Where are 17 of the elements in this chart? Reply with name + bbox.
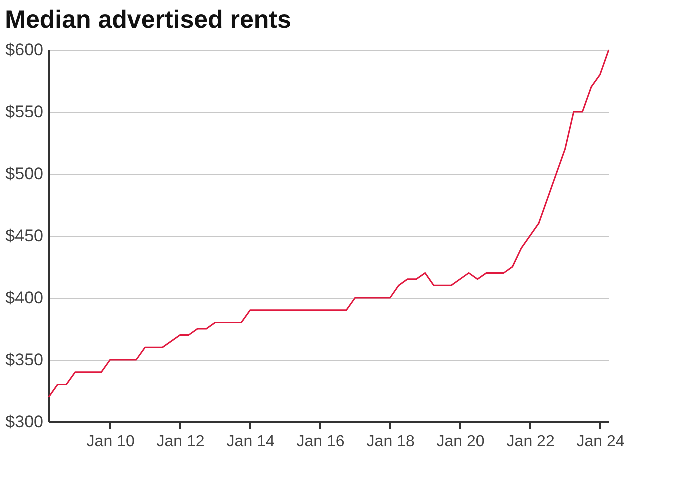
x-tick-label: Jan 14 — [226, 434, 275, 450]
y-tick-label: $550 — [6, 102, 44, 122]
line-series — [48, 49, 610, 398]
y-tick-label: $600 — [6, 40, 44, 60]
x-tick-label: Jan 18 — [366, 434, 415, 450]
chart-title: Median advertised rents — [5, 6, 292, 34]
x-tick-label: Jan 20 — [436, 434, 485, 450]
y-tick-label: $350 — [6, 350, 44, 370]
x-tick-label: Jan 16 — [296, 434, 345, 450]
y-tick-label: $450 — [6, 226, 44, 246]
y-tick-label: $400 — [6, 288, 44, 308]
x-tick-label: Jan 12 — [156, 434, 205, 450]
x-tick-label: Jan 10 — [86, 434, 135, 450]
x-tick-label: Jan 24 — [576, 434, 625, 450]
y-tick-label: $300 — [6, 412, 44, 432]
x-tick-label: Jan 22 — [506, 434, 555, 450]
y-tick-label: $500 — [6, 164, 44, 184]
